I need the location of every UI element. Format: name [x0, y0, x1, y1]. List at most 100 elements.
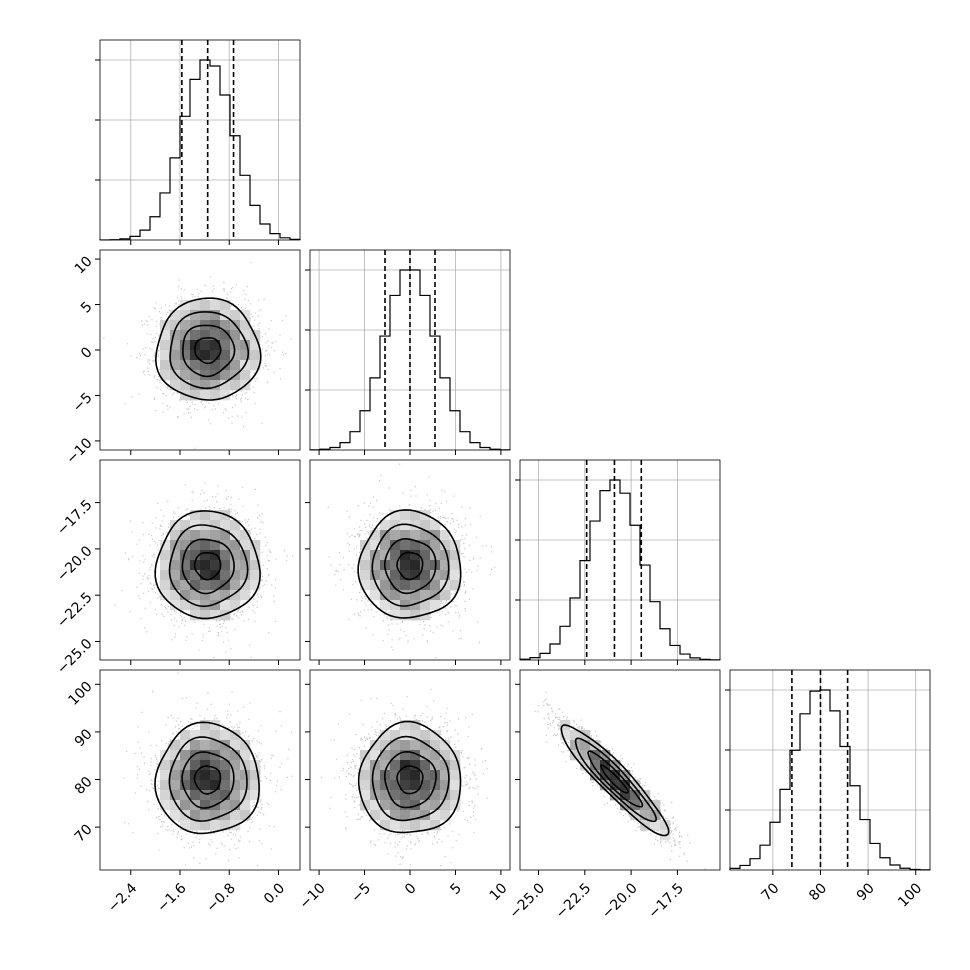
density-cell [160, 800, 171, 811]
histogram-panel [305, 249, 511, 451]
density-cell [390, 800, 401, 811]
x-tick-label: −2.4 [105, 880, 140, 915]
y-tick-label: −22.5 [54, 590, 96, 632]
density-cell [170, 350, 181, 361]
density-cell [160, 350, 171, 361]
density-cell [210, 550, 221, 561]
density-cell [190, 530, 201, 541]
density-cell [160, 570, 171, 581]
density-cell [200, 310, 211, 321]
density-cell [240, 580, 251, 591]
density-cell [170, 520, 181, 531]
density-cell [180, 590, 191, 601]
density-cell [210, 820, 221, 831]
panel-frame [99, 249, 301, 451]
x-tick-label: 0 [402, 880, 420, 898]
x-tick-label: 80 [806, 880, 830, 904]
density-cell [240, 310, 251, 321]
density-cell [390, 530, 401, 541]
contour-line [371, 523, 450, 607]
density-cell [210, 780, 221, 791]
density-cell [410, 580, 421, 591]
density-cell [190, 780, 201, 791]
density-cell [170, 340, 181, 351]
density-cell [210, 540, 221, 551]
density-cell [230, 520, 241, 531]
density-cell [390, 550, 401, 561]
contour-line [181, 751, 235, 809]
density-cell [250, 570, 261, 581]
contour-line [193, 765, 222, 795]
contour-line [383, 750, 437, 809]
density-cell [390, 810, 401, 821]
scatter-panel [515, 669, 721, 875]
density-cell [170, 570, 181, 581]
scatter-panel [95, 669, 301, 875]
density-cell [390, 540, 401, 551]
density-cell [390, 570, 401, 581]
histogram-panel [725, 669, 931, 871]
density-cell [190, 610, 201, 621]
density-cell [200, 550, 211, 561]
density-cell [200, 790, 211, 801]
density-cell [210, 730, 221, 741]
density-cell [210, 520, 221, 531]
density-cell [400, 550, 411, 561]
density-cell [240, 590, 251, 601]
density-cell [380, 580, 391, 591]
density-cell [180, 780, 191, 791]
density-cell [190, 730, 201, 741]
density-cell [390, 580, 401, 591]
density-cell [170, 580, 181, 591]
density-cell [170, 590, 181, 601]
density-cell [220, 760, 231, 771]
density-cell [230, 760, 241, 771]
contour-line [574, 737, 658, 823]
density-cell [390, 560, 401, 571]
density-cell [190, 590, 201, 601]
density-cell [240, 770, 251, 781]
density-cell [200, 810, 211, 821]
density-cell [430, 730, 441, 741]
density-cell [380, 800, 391, 811]
density-cell [410, 720, 421, 731]
density-cell [170, 550, 181, 561]
density-cell [420, 760, 431, 771]
density-cell [160, 580, 171, 591]
density-cell [450, 780, 461, 791]
density-cell [220, 770, 231, 781]
contour-line [168, 524, 249, 608]
density-cell [400, 530, 411, 541]
density-cell [210, 340, 221, 351]
density-cell [210, 610, 221, 621]
density-cell [160, 360, 171, 371]
density-cell [580, 760, 591, 771]
density-cell [440, 770, 451, 781]
density-cell [400, 570, 411, 581]
density-cell [410, 820, 421, 831]
density-cell [180, 340, 191, 351]
density-cell [210, 320, 221, 331]
density-cell [410, 780, 421, 791]
scatter-panel [95, 459, 301, 665]
density-cell [250, 340, 261, 351]
density-cell [200, 820, 211, 831]
panel-frame [519, 669, 721, 871]
density-cell [170, 740, 181, 751]
density-cell [570, 730, 581, 741]
scatter-panel [305, 459, 511, 665]
density-cell [430, 790, 441, 801]
density-cell [180, 380, 191, 391]
density-cell [170, 800, 181, 811]
density-cell [210, 360, 221, 371]
density-cell [390, 820, 401, 831]
contour-line [371, 735, 450, 822]
density-cell [370, 780, 381, 791]
density-cell [220, 570, 231, 581]
density-cell [230, 810, 241, 821]
density-cell [180, 300, 191, 311]
density-cell [410, 750, 421, 761]
density-cell [410, 540, 421, 551]
y-tick-label: 90 [72, 726, 96, 750]
density-cell [200, 350, 211, 361]
